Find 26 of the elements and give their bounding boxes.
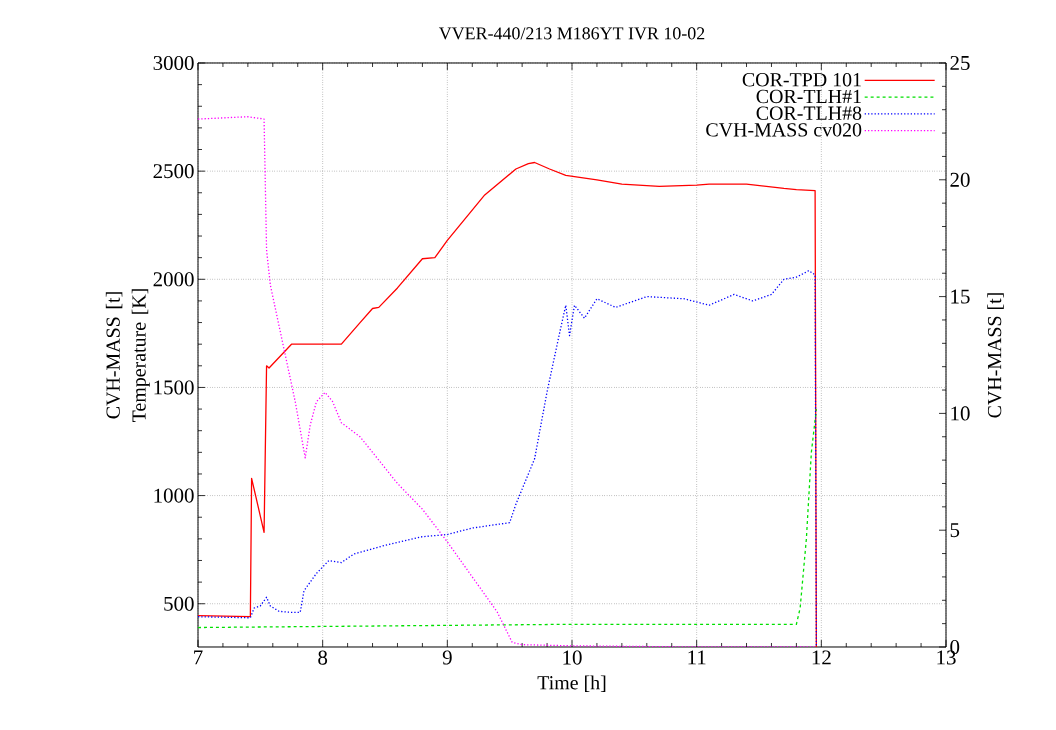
x-tick-label: 10 — [563, 650, 582, 665]
y-tick-label: 3000 — [153, 55, 194, 71]
x-axis-title: Time [h] — [537, 675, 606, 692]
x-tick-label: 12 — [812, 650, 831, 665]
legend-label: COR-TLH#1 — [756, 89, 861, 104]
y2-tick-label: 5 — [950, 523, 960, 538]
x-tick-label: 9 — [442, 650, 452, 665]
y2-tick-label: 10 — [951, 406, 970, 421]
y-tick-label: 2500 — [153, 164, 194, 179]
y-tick-label: 500 — [164, 596, 194, 611]
y2-tick-label: 20 — [950, 172, 970, 187]
y2-tick-label: 15 — [951, 289, 970, 304]
x-tick-label: 8 — [318, 650, 328, 665]
y-axis-title: CVH-MASS [t] Temperature [K] — [105, 289, 150, 422]
legend-label: COR-TPD 101 — [742, 73, 861, 87]
legend-label: COR-TLH#8 — [756, 106, 862, 120]
x-tick-label: 11 — [688, 650, 706, 665]
y2-tick-label: 25 — [950, 55, 970, 71]
x-tick-label: 7 — [194, 650, 203, 665]
y-tick-label: 1500 — [154, 380, 194, 395]
y2-axis-title: CVH-MASS [t] — [987, 293, 1004, 418]
chart-title: VVER-440/213 M186YT IVR 10-02 — [438, 27, 705, 40]
y-tick-label: 2000 — [153, 272, 194, 287]
y-tick-label: 1000 — [154, 488, 194, 503]
line-series — [198, 269, 817, 647]
legend-label: CVH-MASS cv020 — [706, 123, 862, 137]
